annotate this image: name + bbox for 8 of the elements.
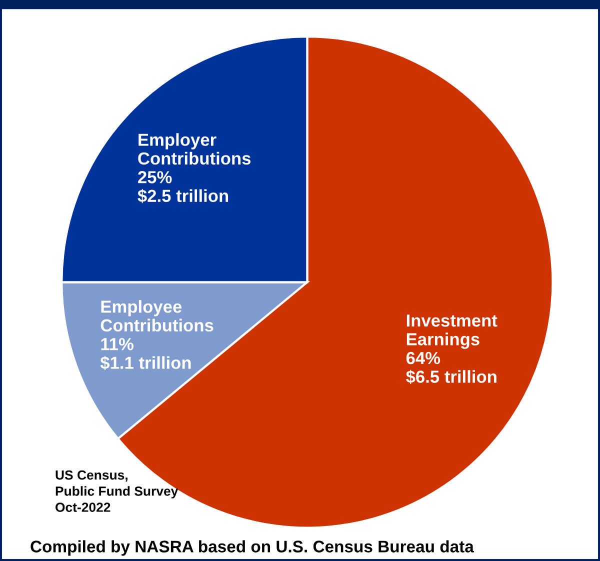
text: US Census, Public Fund Survey Oct-2022 (56, 470, 178, 512)
slice-label: Investment Earnings (406, 314, 498, 349)
data-label: 25% $2.5 trillion (138, 171, 228, 204)
data-label: 64% $6.5 trillion (406, 352, 496, 384)
data-label: 11% $1.1 trillion (100, 338, 191, 370)
slice-label: Employee Contributions (100, 300, 214, 332)
slice-label: Employer Contributions (138, 133, 251, 165)
text: Compiled by NASRA based on U.S. Census Bureau data (30, 540, 474, 556)
